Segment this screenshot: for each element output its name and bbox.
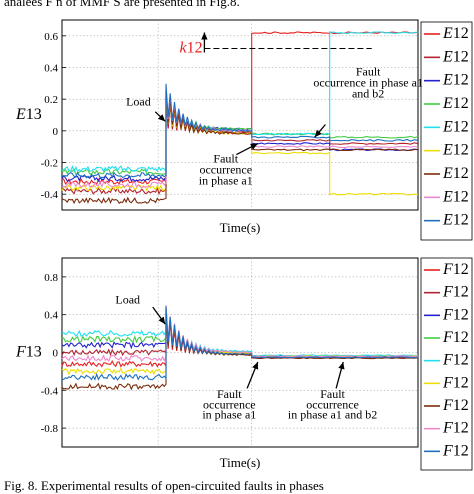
series-line-ec3: [61, 83, 419, 179]
legend-label-eb2: E12: [442, 118, 469, 135]
annotation-fault-a1-line: Fault: [217, 387, 242, 401]
legend-label-ea1: E12: [442, 25, 469, 42]
figure-caption: Fig. 8. Experimental results of open-cir…: [4, 478, 324, 493]
annotation-fault-a1-arrow: [236, 142, 259, 156]
legend-label-ea3: E12: [442, 72, 469, 89]
series-line-fc2: [61, 305, 419, 363]
annotation-fault-a1-line: in phase a1: [202, 408, 256, 422]
annotation-load: Load: [126, 95, 151, 109]
header-text: analees F n of MMF S are presented in Fi…: [4, 0, 240, 9]
annotation-fault-a1-line: Fault: [213, 152, 238, 166]
annotation-fault-a1-line: occurrence: [199, 163, 252, 177]
y-tick-label: -0.4: [41, 189, 59, 201]
x-axis-label: Time(s): [220, 220, 261, 235]
legend-label-fb2: F12: [442, 352, 469, 369]
y-tick-label: -0.4: [41, 385, 59, 397]
legend-label-fc3: F12: [442, 442, 469, 459]
legend-label-fa3: F12: [442, 306, 469, 323]
annotation-fault-a1b2-line: Fault: [356, 64, 381, 78]
annotation-load-arrow: [152, 306, 166, 325]
annotation-fault-a1b2-line: in phase a1 and b2: [288, 408, 377, 422]
y-axis-label: E13: [15, 106, 42, 123]
threshold-label: k12: [179, 40, 202, 57]
annotation-load: Load: [115, 292, 140, 306]
legend-label-ec3: E12: [442, 212, 469, 229]
annotation-fault-a1-line: occurrence: [203, 397, 256, 411]
legend-label-ec2: E12: [442, 188, 469, 205]
legend-label-fb1: F12: [442, 329, 469, 346]
y-tick-label: 0.4: [44, 63, 58, 75]
annotation-fault-a1b2-line: and b2: [352, 87, 384, 101]
y-tick-label: 0: [53, 348, 59, 360]
y-tick-label: 0.6: [44, 31, 58, 43]
annotation-fault-a1b2-arrow: [335, 361, 345, 389]
legend-label-fc2: F12: [442, 420, 469, 437]
y-tick-label: 0.4: [44, 310, 58, 322]
y-tick-label: 0.2: [44, 94, 58, 106]
annotation-fault-a1b2-line: occurrence: [306, 397, 359, 411]
y-tick-label: -0.8: [41, 423, 59, 435]
series-line-fc3: [61, 306, 419, 381]
legend-label-fc1: F12: [442, 397, 469, 414]
annotation-fault-a1b2-line: Fault: [320, 387, 345, 401]
annotation-fault-a1b2-arrow: [314, 124, 326, 138]
annotation-fault-a1b2-line: occurrence in phase a1: [313, 76, 423, 90]
legend-label-fb3: F12: [442, 374, 469, 391]
y-tick-label: 0: [53, 126, 59, 138]
legend-label-ec1: E12: [442, 165, 469, 182]
annotation-fault-a1-line: in phase a1: [199, 174, 253, 188]
series-line-ec1: [61, 90, 419, 205]
y-tick-label: 0.8: [44, 272, 58, 284]
y-axis-label: F13: [15, 344, 42, 361]
legend-label-fa1: F12: [442, 261, 469, 278]
threshold-arrow: [201, 32, 208, 53]
legend-label-eb1: E12: [442, 95, 469, 112]
annotation-load-arrow: [154, 111, 166, 122]
y-tick-label: -0.2: [41, 158, 58, 170]
legend-label-fa2: F12: [442, 284, 469, 301]
x-axis-label: Time(s): [220, 455, 261, 470]
legend-label-ea2: E12: [442, 48, 469, 65]
legend-label-eb3: E12: [442, 142, 469, 159]
legend-box-1: [420, 21, 473, 241]
annotation-fault-a1-arrow: [246, 361, 259, 389]
